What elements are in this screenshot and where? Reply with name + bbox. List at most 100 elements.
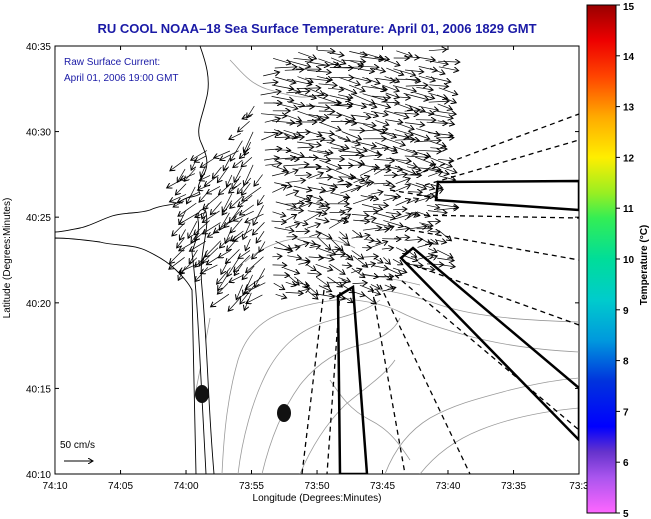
current-vector — [394, 129, 413, 136]
current-vector — [384, 110, 409, 118]
current-vector — [430, 148, 447, 149]
current-vector — [271, 96, 294, 100]
y-tick-label: 40:15 — [26, 384, 51, 395]
current-vector — [407, 167, 421, 171]
current-vector — [275, 201, 296, 207]
current-vector — [309, 233, 321, 237]
current-vector — [190, 241, 206, 251]
colorbar-label: Temperature (°C) — [639, 225, 650, 306]
current-vector — [371, 111, 388, 114]
current-vector — [337, 198, 349, 204]
current-vector — [228, 294, 244, 311]
current-vector — [308, 173, 324, 179]
current-vector — [175, 183, 187, 195]
current-vector — [372, 128, 397, 138]
colorbar-tick-label: 12 — [623, 153, 635, 164]
current-vector — [287, 256, 301, 259]
current-vector — [392, 267, 407, 272]
y-axis: 40:10 40:15 40:20 40:25 40:30 40:35 — [26, 42, 579, 481]
current-vector — [381, 248, 394, 249]
current-vector — [328, 293, 345, 299]
current-vector — [315, 168, 331, 169]
current-vector — [408, 192, 422, 193]
current-vector — [363, 123, 385, 133]
current-vector — [360, 155, 382, 157]
current-vector — [428, 101, 449, 102]
current-vector — [173, 200, 185, 207]
current-vector — [286, 123, 302, 124]
current-vector — [318, 121, 341, 130]
current-vector — [260, 114, 287, 116]
current-vector — [222, 200, 233, 215]
current-vector — [306, 263, 316, 270]
current-vector — [264, 158, 279, 160]
current-vector — [362, 66, 379, 67]
x-tick-label: 74:05 — [108, 481, 133, 492]
current-vector — [273, 158, 295, 160]
current-vector — [317, 50, 335, 51]
current-vector — [392, 258, 403, 265]
current-vector — [329, 263, 345, 274]
current-vector — [405, 138, 419, 141]
current-vector — [393, 146, 417, 154]
current-vector — [351, 214, 369, 215]
current-vector — [404, 255, 418, 261]
current-vector — [253, 221, 265, 235]
current-vector — [230, 140, 243, 161]
current-vector — [414, 156, 435, 165]
current-vector — [285, 59, 311, 67]
current-vector — [293, 185, 312, 190]
current-vector — [238, 195, 253, 206]
current-vector — [416, 211, 430, 217]
current-vector — [189, 249, 198, 264]
scale-label: 50 cm/s — [60, 440, 95, 451]
current-vector — [245, 238, 251, 251]
current-vector — [210, 201, 222, 215]
current-vector — [329, 132, 350, 141]
current-vector — [318, 285, 332, 292]
current-vector — [350, 182, 370, 193]
current-vector — [307, 70, 331, 72]
current-vector — [318, 248, 336, 254]
current-vector — [348, 66, 375, 71]
current-vector — [337, 104, 353, 105]
current-vector — [359, 284, 374, 290]
current-vector — [306, 105, 330, 108]
current-vector — [308, 257, 324, 258]
current-vector — [293, 58, 313, 60]
current-vector — [255, 268, 266, 287]
current-vector — [234, 167, 242, 182]
current-vector — [395, 139, 415, 140]
current-vector — [272, 121, 294, 123]
current-vector — [439, 265, 455, 267]
current-vector — [264, 118, 280, 123]
colorbar — [586, 4, 617, 514]
current-vector — [297, 142, 321, 145]
current-vector — [285, 292, 304, 293]
current-vector — [338, 177, 355, 178]
current-vector — [195, 211, 207, 218]
current-vector — [427, 211, 447, 213]
current-vector — [371, 291, 380, 294]
current-vector — [243, 222, 251, 239]
current-vector — [306, 224, 320, 229]
current-vector — [416, 87, 433, 90]
current-vector — [308, 156, 330, 161]
current-vector — [327, 52, 344, 55]
current-vector — [427, 171, 442, 177]
current-vector — [395, 199, 411, 206]
current-vector — [272, 256, 282, 257]
x-tick-label: 73:55 — [239, 481, 264, 492]
current-vector — [227, 174, 233, 187]
current-vector — [437, 103, 453, 110]
current-vector — [350, 104, 367, 107]
current-vector — [417, 267, 435, 270]
current-vector — [362, 76, 380, 83]
current-vector — [416, 128, 440, 136]
current-vector — [200, 264, 218, 274]
current-vector — [204, 174, 219, 186]
colorbar-tick-label: 14 — [623, 52, 635, 63]
x-tick-label: 73:45 — [370, 481, 395, 492]
current-vector — [338, 113, 356, 120]
current-vector — [392, 85, 416, 92]
